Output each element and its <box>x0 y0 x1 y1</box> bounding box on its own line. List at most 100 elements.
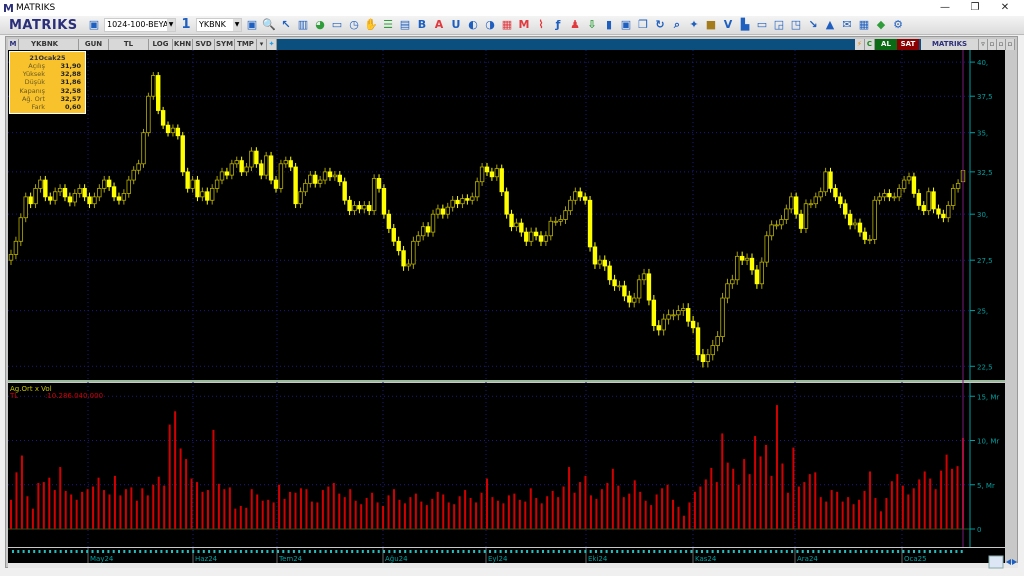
mail-icon[interactable]: M <box>518 18 530 31</box>
twitter-icon[interactable]: ✦ <box>689 18 699 31</box>
chart-restore-icon[interactable]: ▫ <box>988 39 997 50</box>
symbol-combo[interactable]: YKBNK ▼ <box>196 18 242 32</box>
day-tick <box>234 550 237 553</box>
news-icon[interactable]: ▤ <box>399 18 411 31</box>
tab-khn[interactable]: KHN <box>173 39 193 50</box>
candle-body <box>710 345 715 356</box>
traffic-light-icon[interactable]: ▮ <box>605 18 613 31</box>
speed-icon[interactable]: ◐ <box>468 18 478 31</box>
user-icon[interactable]: ♟ <box>570 18 580 31</box>
chart-close-icon[interactable]: ▫ <box>1006 39 1015 50</box>
arrow-icon[interactable]: ↘ <box>808 18 818 31</box>
close-button[interactable]: ✕ <box>1000 2 1010 13</box>
layout-combo-value: 1024-100-BEYA <box>107 20 169 29</box>
save-icon[interactable]: ▣ <box>246 18 258 31</box>
candle-body <box>293 166 298 205</box>
scroll-left-icon[interactable] <box>1006 559 1011 565</box>
window-icon[interactable]: ▣ <box>620 18 632 31</box>
day-tick <box>854 550 857 553</box>
twitter-icon[interactable]: ✦ <box>267 39 277 50</box>
period-combo[interactable]: 1 <box>181 17 191 32</box>
line-chart-icon[interactable]: ⌇ <box>538 18 544 31</box>
pie-icon[interactable]: ◕ <box>315 18 325 31</box>
dropdown-arrow-icon[interactable]: ▾ <box>257 39 267 50</box>
volume-bar <box>868 471 871 529</box>
chevron-down-icon[interactable]: ▼ <box>167 19 175 31</box>
clock-icon[interactable]: ◷ <box>349 18 359 31</box>
candle-body <box>317 179 323 184</box>
refresh-icon[interactable]: C <box>865 39 875 50</box>
tab-log[interactable]: LOG <box>149 39 173 50</box>
tab-svd[interactable]: SVD <box>193 39 215 50</box>
tab-gun[interactable]: GUN <box>79 39 109 50</box>
scroll-right-icon[interactable] <box>1012 559 1017 565</box>
chart-maximize-icon[interactable]: ▫ <box>997 39 1006 50</box>
settings-icon[interactable]: ⚙ <box>893 18 903 31</box>
volume-bar <box>480 492 483 529</box>
volume-bar <box>15 472 18 529</box>
v-icon[interactable]: V <box>723 18 733 31</box>
candle <box>38 175 43 193</box>
tab-tmp[interactable]: TMP <box>235 39 257 50</box>
handshake-icon[interactable]: ✋ <box>364 18 378 31</box>
calculator-icon[interactable]: ▦ <box>858 18 870 31</box>
matriks-small-icon[interactable]: M <box>8 39 19 50</box>
candle <box>72 189 77 207</box>
day-tick <box>626 550 629 553</box>
search-icon[interactable]: ⌕ <box>673 18 681 31</box>
day-tick <box>70 550 73 553</box>
volume-bar <box>841 501 844 529</box>
text-color-icon[interactable]: A <box>434 18 444 31</box>
buy-button[interactable]: AL <box>875 39 897 50</box>
candle-body <box>769 224 774 237</box>
day-tick <box>181 550 184 553</box>
info-value: 32,57 <box>60 94 81 103</box>
indicator-icon[interactable]: ▥ <box>297 18 309 31</box>
cursor-icon[interactable]: ↖ <box>281 18 291 31</box>
book-icon[interactable]: ■ <box>705 18 717 31</box>
day-tick <box>420 550 423 553</box>
restore-icon[interactable]: ◲ <box>773 18 785 31</box>
speed2-icon[interactable]: ◑ <box>485 18 495 31</box>
candle-body <box>897 187 902 198</box>
minimize-button[interactable]: — <box>940 2 950 13</box>
candle-body <box>671 314 676 317</box>
save-layout-icon[interactable]: ▣ <box>88 18 100 31</box>
screen-icon[interactable]: ▭ <box>756 18 768 31</box>
volume-bar <box>48 477 51 529</box>
volume-bar <box>748 474 751 529</box>
bell-icon[interactable]: ▲ <box>825 18 835 31</box>
envelope-icon[interactable]: ✉ <box>842 18 852 31</box>
table-icon[interactable]: ▦ <box>501 18 513 31</box>
function-icon[interactable]: ƒ <box>555 18 561 31</box>
sell-button[interactable]: SAT <box>897 39 919 50</box>
refresh-icon[interactable]: ↻ <box>655 18 665 31</box>
zoom-icon[interactable]: 🔍 <box>262 18 276 31</box>
chevron-down-icon[interactable]: ▼ <box>233 19 241 31</box>
layout-combo[interactable]: 1024-100-BEYA ▼ <box>104 18 176 32</box>
tab-sym[interactable]: SYM <box>215 39 235 50</box>
lightning-icon[interactable]: ⚡ <box>855 39 865 50</box>
day-tick <box>457 550 460 553</box>
doc-icon[interactable]: ▙ <box>740 18 750 31</box>
horizontal-scrollbar[interactable] <box>8 563 1018 568</box>
chart-minimize-icon[interactable]: ▿ <box>979 39 988 50</box>
monitor-icon[interactable]: ▭ <box>331 18 343 31</box>
day-tick <box>107 550 110 553</box>
symbol-tab[interactable]: YKBNK <box>19 39 79 50</box>
copy-icon[interactable]: ❐ <box>638 18 648 31</box>
candle <box>548 216 553 241</box>
maximize-button[interactable]: ❐ <box>970 2 980 13</box>
download-icon[interactable]: ⇩ <box>587 18 597 31</box>
candle <box>430 209 436 237</box>
candle <box>494 164 500 181</box>
list-icon[interactable]: ☰ <box>383 18 393 31</box>
expand-icon[interactable]: ◳ <box>790 18 802 31</box>
sync-button[interactable] <box>988 555 1004 569</box>
volume-bar <box>250 489 253 529</box>
underline-icon[interactable]: U <box>451 18 461 31</box>
chat-icon[interactable]: ◆ <box>876 18 886 31</box>
tab-tl[interactable]: TL <box>109 39 149 50</box>
bold-icon[interactable]: B <box>417 18 427 31</box>
